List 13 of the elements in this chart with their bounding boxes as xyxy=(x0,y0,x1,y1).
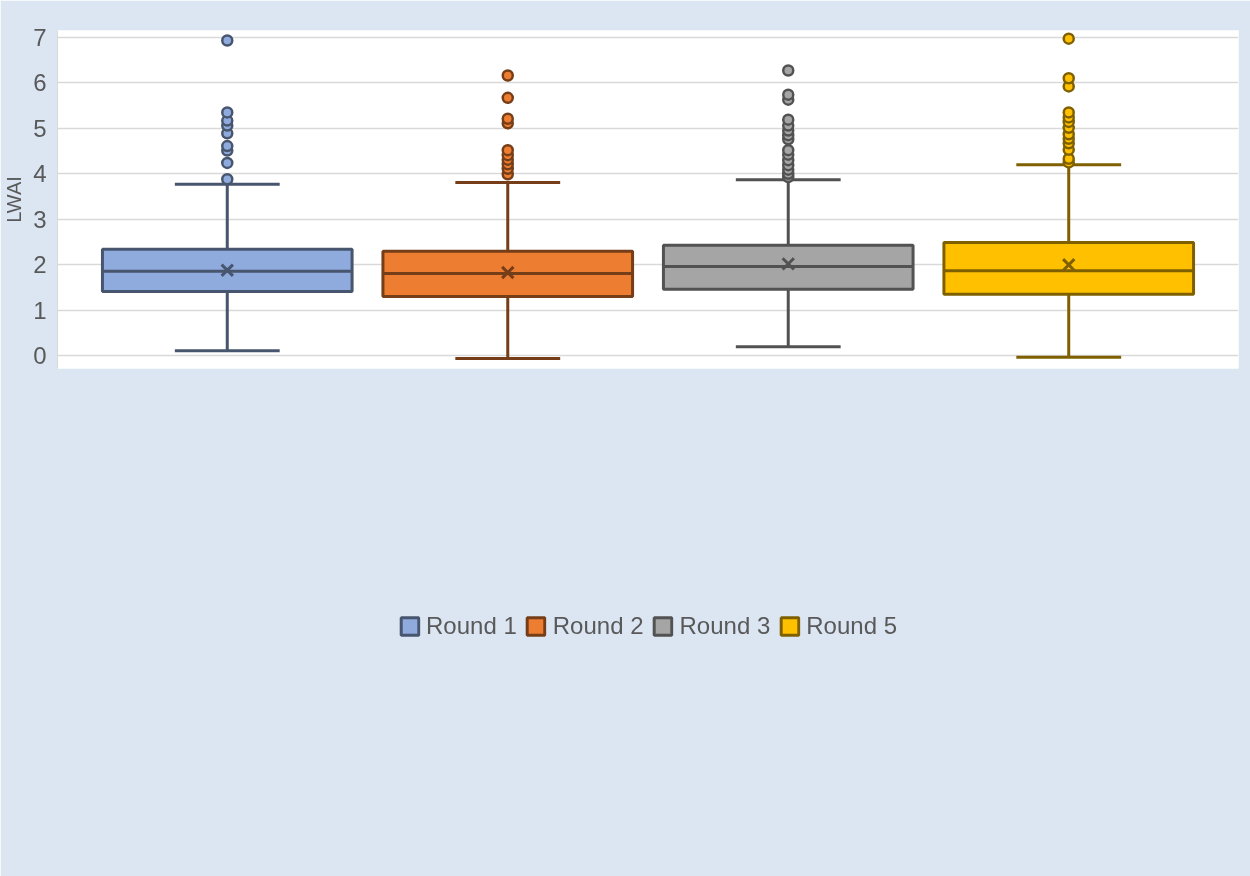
y-axis-title: LWAI xyxy=(3,176,26,223)
legend-label: Round 1 xyxy=(426,612,517,640)
y-tick-label: 0 xyxy=(33,342,47,370)
y-tick-label: 5 xyxy=(33,114,47,142)
y-tick-label: 4 xyxy=(33,160,47,188)
legend-label: Round 3 xyxy=(679,612,771,640)
y-tick-label: 2 xyxy=(33,251,47,279)
legend-label: Round 5 xyxy=(806,612,897,640)
y-tick-label: 7 xyxy=(33,23,47,51)
legend-label: Round 2 xyxy=(552,612,644,640)
y-tick-label: 1 xyxy=(33,296,47,324)
y-tick-label: 6 xyxy=(33,69,47,97)
y-tick-label: 3 xyxy=(33,205,47,233)
